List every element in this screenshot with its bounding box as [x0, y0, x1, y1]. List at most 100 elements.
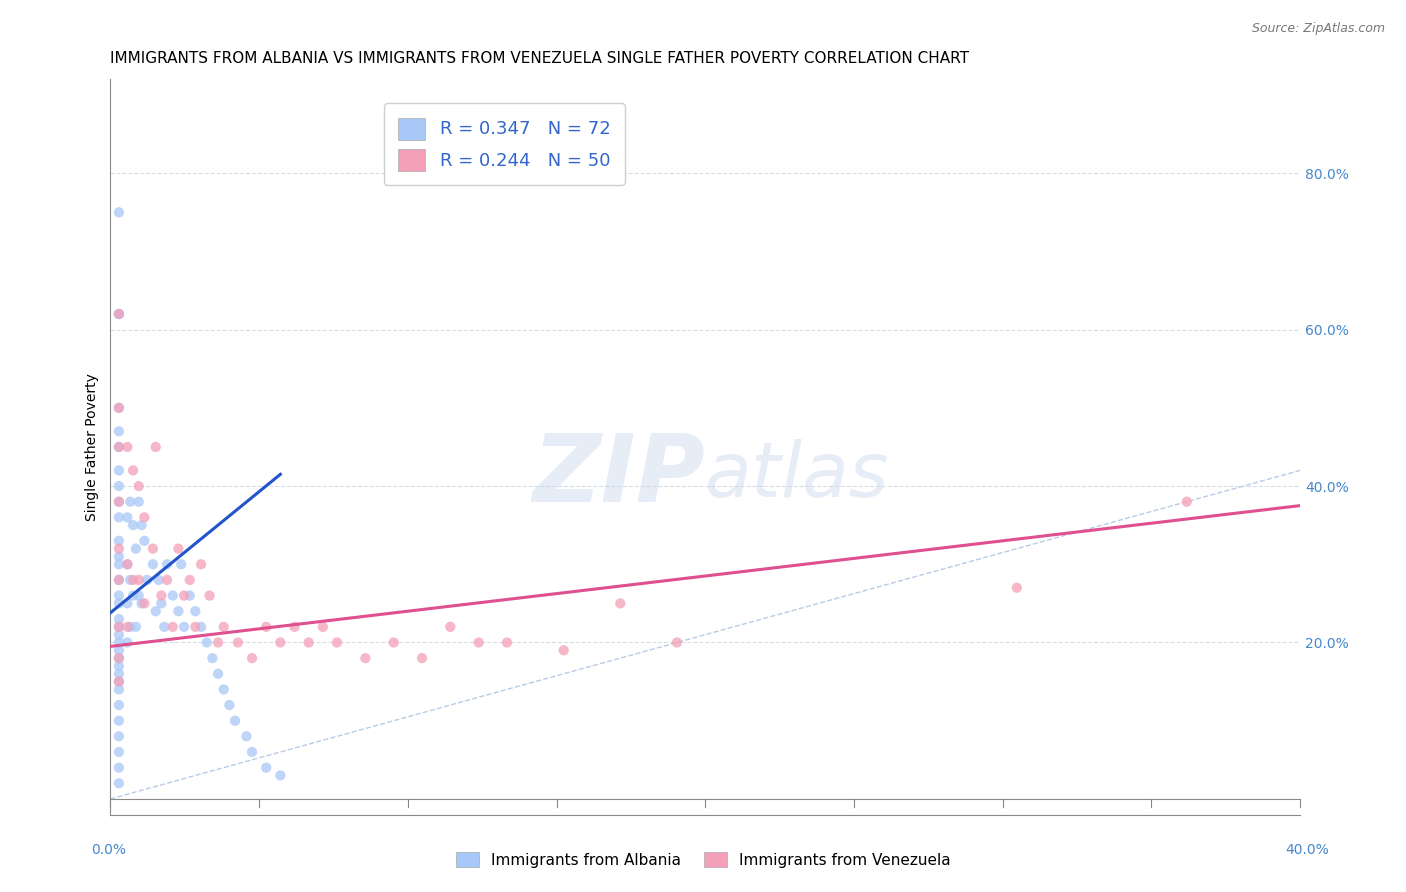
Point [108, 666, 131, 681]
Point [120, 620, 142, 634]
Point [108, 558, 131, 572]
Point [1005, 581, 1028, 595]
Point [117, 620, 139, 634]
Point [184, 604, 207, 618]
Point [108, 573, 131, 587]
Point [1175, 494, 1198, 508]
Point [382, 635, 405, 649]
Point [108, 573, 131, 587]
Point [156, 573, 179, 587]
Point [496, 635, 519, 649]
Point [108, 589, 131, 603]
Point [212, 682, 235, 697]
Point [108, 729, 131, 743]
Point [108, 698, 131, 712]
Point [212, 620, 235, 634]
Point [145, 440, 167, 454]
Point [117, 510, 139, 524]
Point [108, 463, 131, 477]
Point [240, 745, 263, 759]
Point [108, 682, 131, 697]
Point [179, 589, 201, 603]
Point [108, 643, 131, 657]
Point [108, 479, 131, 493]
Legend: Immigrants from Albania, Immigrants from Venezuela: Immigrants from Albania, Immigrants from… [450, 846, 956, 873]
Point [131, 596, 153, 610]
Point [269, 768, 291, 782]
Point [298, 635, 321, 649]
Point [134, 510, 156, 524]
Point [269, 635, 291, 649]
Point [108, 401, 131, 415]
Point [136, 573, 159, 587]
Point [108, 674, 131, 689]
Point [190, 558, 212, 572]
Point [207, 666, 229, 681]
Text: IMMIGRANTS FROM ALBANIA VS IMMIGRANTS FROM VENEZUELA SINGLE FATHER POVERTY CORRE: IMMIGRANTS FROM ALBANIA VS IMMIGRANTS FR… [111, 51, 969, 66]
Point [108, 651, 131, 665]
Point [254, 620, 277, 634]
Point [108, 440, 131, 454]
Point [467, 635, 489, 649]
Point [131, 518, 153, 533]
Point [179, 573, 201, 587]
Point [142, 558, 165, 572]
Point [128, 573, 150, 587]
Point [609, 596, 631, 610]
Point [156, 558, 179, 572]
Point [553, 643, 575, 657]
Point [198, 589, 221, 603]
Point [108, 205, 131, 219]
Point [226, 635, 249, 649]
Point [117, 635, 139, 649]
Point [108, 620, 131, 634]
Point [108, 651, 131, 665]
Point [195, 635, 218, 649]
Point [108, 761, 131, 775]
Point [108, 541, 131, 556]
Point [108, 714, 131, 728]
Point [167, 541, 190, 556]
Point [120, 573, 142, 587]
Point [162, 589, 184, 603]
Y-axis label: Single Father Poverty: Single Father Poverty [86, 373, 100, 521]
Point [167, 604, 190, 618]
Point [117, 596, 139, 610]
Text: atlas: atlas [706, 440, 890, 514]
Point [125, 620, 148, 634]
Point [184, 620, 207, 634]
Point [283, 620, 305, 634]
Point [173, 589, 195, 603]
Point [218, 698, 240, 712]
Point [150, 589, 173, 603]
Point [150, 596, 173, 610]
Legend: R = 0.347   N = 72, R = 0.244   N = 50: R = 0.347 N = 72, R = 0.244 N = 50 [384, 103, 624, 185]
Point [108, 494, 131, 508]
Point [134, 533, 156, 548]
Point [224, 714, 246, 728]
Point [142, 541, 165, 556]
Point [201, 651, 224, 665]
Point [125, 541, 148, 556]
Point [108, 425, 131, 439]
Point [128, 589, 150, 603]
Point [148, 573, 170, 587]
Point [665, 635, 688, 649]
Point [162, 620, 184, 634]
Point [108, 307, 131, 321]
Point [108, 401, 131, 415]
Point [190, 620, 212, 634]
Point [411, 651, 433, 665]
Point [117, 558, 139, 572]
Point [108, 628, 131, 642]
Point [108, 307, 131, 321]
Point [108, 674, 131, 689]
Point [254, 761, 277, 775]
Point [122, 573, 145, 587]
Point [128, 479, 150, 493]
Point [240, 651, 263, 665]
Point [134, 596, 156, 610]
Point [122, 589, 145, 603]
Point [108, 659, 131, 673]
Point [354, 651, 377, 665]
